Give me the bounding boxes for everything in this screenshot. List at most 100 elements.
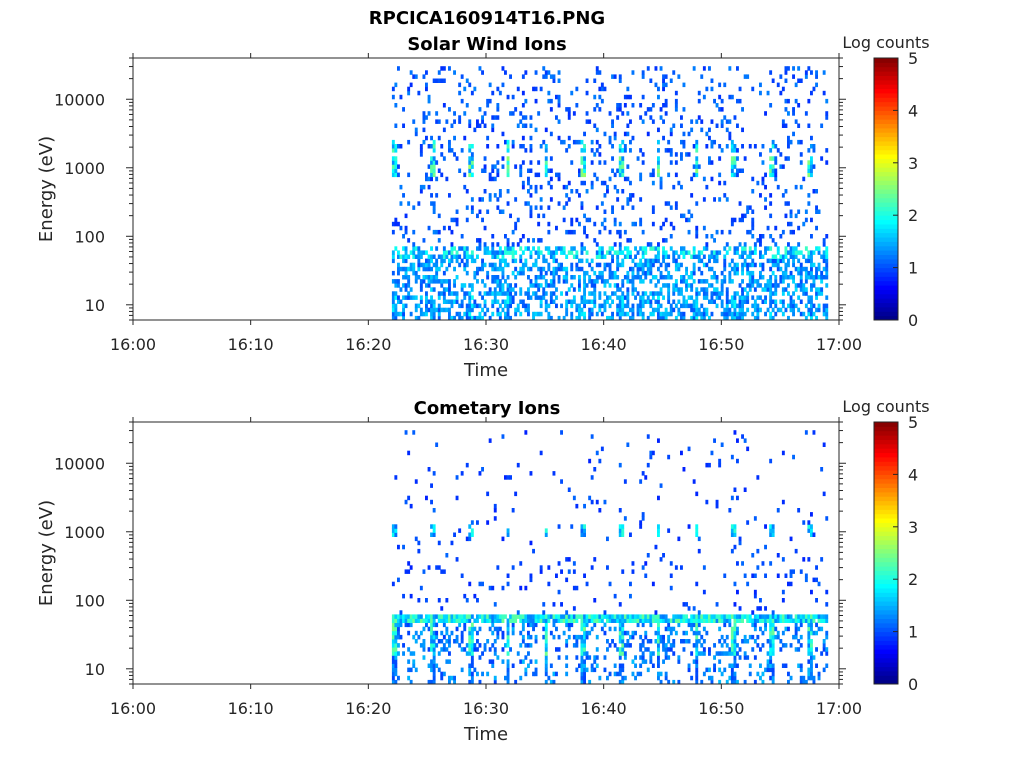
heatmap-cell (621, 663, 625, 668)
heatmap-cell (810, 270, 813, 276)
heatmap-cell (412, 270, 416, 276)
heatmap-cell (756, 643, 760, 648)
heatmap-cell (549, 107, 553, 112)
heatmap-cell (690, 270, 694, 276)
heatmap-cell (641, 119, 645, 124)
heatmap-cell (812, 532, 816, 537)
heatmap-cell (761, 679, 765, 685)
heatmap-cell (621, 626, 625, 632)
heatmap-cell (465, 291, 469, 296)
x-axis-label: Time (463, 360, 508, 381)
heatmap-cell (427, 98, 431, 104)
heatmap-cell (542, 275, 546, 280)
x-tick-label: 16:10 (228, 699, 274, 718)
heatmap-cell (784, 307, 788, 313)
heatmap-cell (746, 520, 750, 525)
colorbar-segment (874, 561, 898, 567)
heatmap-cell (815, 266, 818, 272)
heatmap-cell (825, 516, 829, 521)
heatmap-cell (409, 651, 413, 656)
heatmap-cell (557, 589, 561, 595)
heatmap-cell (741, 639, 744, 644)
heatmap-cell (565, 254, 569, 259)
heatmap-cell (736, 458, 739, 464)
heatmap-cell (600, 446, 604, 452)
heatmap-cell (700, 303, 704, 309)
heatmap-cell (743, 639, 747, 644)
heatmap-cell (825, 614, 829, 619)
heatmap-cell (506, 139, 510, 145)
heatmap-cell (407, 561, 411, 566)
heatmap-cell (598, 307, 602, 313)
heatmap-cell (746, 614, 750, 619)
heatmap-cell (692, 643, 696, 648)
heatmap-cell (626, 279, 630, 284)
heatmap-cell (552, 679, 556, 685)
heatmap-cell (409, 82, 413, 88)
heatmap-cell (583, 279, 586, 284)
heatmap-cell (608, 229, 612, 235)
heatmap-cell (504, 250, 507, 255)
heatmap-cell (728, 66, 732, 71)
heatmap-cell (476, 639, 479, 644)
heatmap-cell (603, 217, 607, 223)
heatmap-cell (662, 78, 665, 83)
heatmap-cell (657, 495, 660, 501)
colorbar-segment (874, 596, 898, 602)
heatmap-cell (521, 303, 525, 309)
heatmap-cell (465, 618, 469, 623)
heatmap-cell (504, 614, 507, 619)
heatmap-cell (761, 180, 765, 186)
heatmap-cell (812, 86, 816, 92)
heatmap-cell (432, 156, 436, 161)
heatmap-cell (557, 618, 561, 623)
colorbar-segment (874, 250, 898, 255)
heatmap-cell (820, 275, 824, 280)
heatmap-cell (491, 127, 495, 133)
heatmap-cell (498, 626, 502, 632)
heatmap-cell (787, 139, 790, 145)
heatmap-cell (430, 499, 433, 505)
heatmap-cell (822, 275, 826, 280)
heatmap-cell (555, 647, 558, 652)
heatmap-cell (412, 634, 416, 640)
heatmap-cell (728, 299, 732, 304)
heatmap-cell (435, 565, 439, 570)
heatmap-cell (549, 614, 553, 619)
heatmap-cell (583, 291, 586, 296)
heatmap-cell (779, 647, 783, 652)
heatmap-cell (743, 438, 747, 443)
heatmap-cell (723, 573, 727, 578)
heatmap-cell (473, 626, 477, 632)
heatmap-cell (634, 663, 637, 668)
heatmap-cell (468, 647, 472, 652)
heatmap-cell (527, 303, 530, 309)
heatmap-cell (524, 123, 528, 128)
heatmap-cell (797, 139, 801, 145)
heatmap-cell (524, 430, 528, 435)
heatmap-cell (825, 303, 829, 309)
heatmap-cell (825, 258, 829, 264)
colorbar-label: Log counts (842, 33, 929, 52)
heatmap-cell (407, 647, 411, 652)
heatmap-cell (787, 144, 790, 149)
heatmap-cell (618, 663, 622, 668)
heatmap-cell (397, 266, 400, 272)
heatmap-cell (787, 111, 790, 116)
heatmap-cell (672, 70, 676, 75)
heatmap-cell (753, 144, 757, 149)
heatmap-cell (583, 160, 586, 165)
heatmap-cell (728, 119, 732, 124)
heatmap-cell (636, 275, 640, 280)
heatmap-cell (810, 303, 813, 309)
heatmap-cell (565, 655, 569, 660)
heatmap-cell (532, 86, 535, 92)
heatmap-cell (532, 283, 535, 288)
heatmap-cell (590, 499, 594, 505)
heatmap-cell (769, 148, 773, 153)
heatmap-cell (481, 467, 484, 472)
heatmap-cell (799, 270, 803, 276)
heatmap-cell (585, 258, 589, 264)
heatmap-cell (626, 618, 630, 623)
heatmap-cell (623, 614, 627, 619)
